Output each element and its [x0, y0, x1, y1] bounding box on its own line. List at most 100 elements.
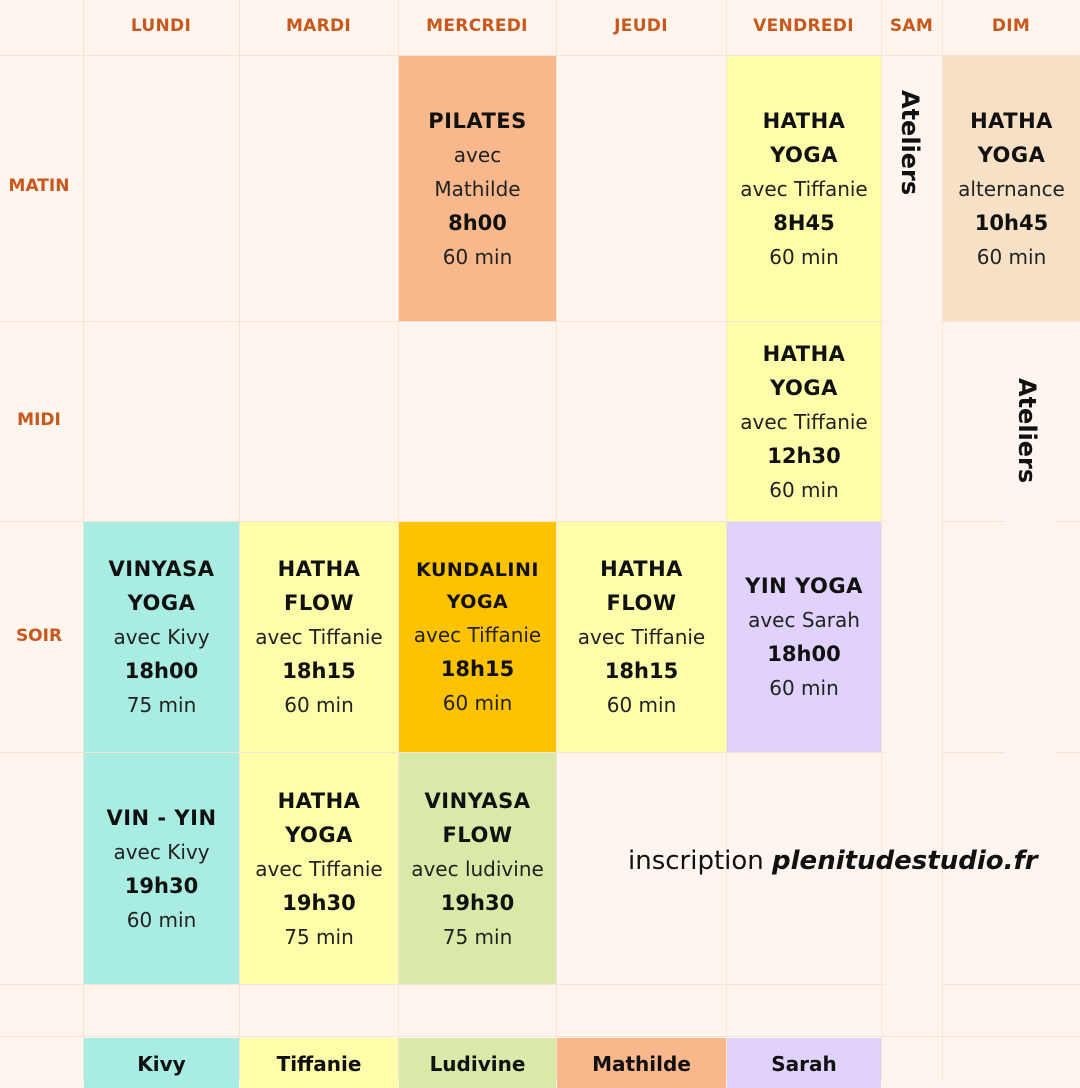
class-card-hatha-yoga-vendredi-midi[interactable]: HATHA YOGA avec Tiffanie 12h30 60 min [727, 322, 881, 521]
inscription-link[interactable]: plenitudestudio.fr [772, 846, 1038, 876]
grid-line [881, 0, 882, 1080]
ateliers-column-sam [886, 56, 941, 986]
class-title: FLOW [606, 591, 677, 615]
class-duration: 60 min [606, 693, 677, 717]
grid-line [0, 321, 1080, 322]
period-label-soir: SOIR [15, 626, 63, 646]
class-teacher: avec Tiffanie [255, 856, 383, 881]
class-card-kundalini-yoga-mercredi[interactable]: KUNDALINI YOGA avec Tiffanie 18h15 60 mi… [399, 522, 556, 752]
grid-line [0, 521, 1080, 522]
grid-line [83, 0, 84, 1080]
class-title: VIN - YIN [106, 805, 217, 830]
class-card-hatha-yoga-vendredi-matin[interactable]: HATHA YOGA avec Tiffanie 8H45 60 min [727, 56, 881, 321]
period-label-matin: MATIN [8, 176, 70, 196]
legend-teacher-kivy: Kivy [84, 1038, 239, 1088]
ateliers-label-samedi: Ateliers [896, 90, 924, 196]
grid-line [726, 0, 727, 1080]
class-duration: 75 min [442, 924, 513, 949]
class-duration: 60 min [442, 244, 513, 269]
class-duration: 60 min [769, 477, 839, 502]
day-header-mercredi: MERCREDI [426, 16, 528, 36]
class-duration: 75 min [284, 924, 354, 949]
class-time: 8h00 [448, 210, 507, 235]
day-header-mardi: MARDI [285, 16, 352, 36]
class-time: 8H45 [773, 210, 835, 235]
class-teacher: avec Sarah [748, 608, 860, 632]
day-header-dim: DIM [991, 16, 1031, 36]
class-time: 19h30 [282, 890, 356, 915]
grid-line [0, 752, 1080, 753]
class-time: 19h30 [440, 890, 515, 915]
class-teacher: avec [453, 142, 502, 167]
class-title: VINYASA [108, 557, 215, 581]
grid-line [398, 0, 399, 1080]
class-title: KUNDALINI [416, 559, 539, 581]
day-header-sam: SAM [889, 16, 934, 36]
class-teacher: avec Tiffanie [740, 409, 868, 434]
class-card-hatha-flow-mardi[interactable]: HATHA FLOW avec Tiffanie 18h15 60 min [240, 522, 398, 752]
class-title: HATHA [277, 788, 361, 813]
class-teacher: avec Tiffanie [255, 625, 383, 649]
class-card-yin-yoga-vendredi[interactable]: YIN YOGA avec Sarah 18h00 60 min [727, 522, 881, 752]
class-title: YIN YOGA [745, 574, 863, 598]
legend-teacher-ludivine: Ludivine [399, 1038, 556, 1088]
class-teacher: avec Tiffanie [740, 176, 868, 201]
class-card-vinyasa-flow-mercredi[interactable]: VINYASA FLOW avec ludivine 19h30 75 min [399, 753, 556, 984]
class-duration: 60 min [442, 691, 513, 715]
class-card-hatha-yoga-mardi[interactable]: HATHA YOGA avec Tiffanie 19h30 75 min [240, 753, 398, 984]
class-time: 18h00 [767, 642, 841, 666]
ateliers-label-dimanche: Ateliers [1013, 378, 1041, 484]
class-title: FLOW [442, 822, 513, 847]
class-title: YOGA [285, 822, 353, 847]
class-title: YOGA [446, 591, 509, 613]
class-title: HATHA [277, 557, 361, 581]
grid-line [942, 0, 943, 1080]
class-duration: 60 min [126, 907, 197, 932]
class-title: HATHA [970, 108, 1053, 133]
class-teacher: avec ludivine [411, 856, 544, 881]
class-title: PILATES [428, 108, 527, 133]
day-header-vendredi: VENDREDI [753, 16, 854, 36]
grid-line [0, 55, 1080, 56]
class-time: 19h30 [124, 873, 199, 898]
class-title: YOGA [770, 375, 838, 400]
class-duration: 60 min [769, 676, 839, 700]
class-card-hatha-flow-jeudi[interactable]: HATHA FLOW avec Tiffanie 18h15 60 min [557, 522, 726, 752]
class-teacher: avec Tiffanie [577, 625, 706, 649]
class-teacher: avec Tiffanie [413, 623, 542, 647]
class-card-vinyasa-yoga-lundi[interactable]: VINYASA YOGA avec Kivy 18h00 75 min [84, 522, 239, 752]
class-time: 18h15 [440, 657, 515, 681]
class-time: 18h15 [604, 659, 679, 683]
class-time: 12h30 [767, 443, 841, 468]
grid-line [0, 984, 1080, 985]
class-title: FLOW [284, 591, 354, 615]
ateliers-column-dim [1005, 322, 1055, 842]
class-card-vin-yin-lundi[interactable]: VIN - YIN avec Kivy 19h30 60 min [84, 753, 239, 984]
class-teacher: alternance [958, 176, 1065, 201]
inscription-label: inscription [628, 846, 764, 876]
class-title: YOGA [127, 591, 196, 615]
class-card-hatha-yoga-dimanche[interactable]: HATHA YOGA alternance 10h45 60 min [943, 56, 1080, 321]
class-title: YOGA [977, 142, 1046, 167]
class-card-pilates-mercredi[interactable]: PILATES avec Mathilde 8h00 60 min [399, 56, 556, 321]
grid-line [239, 0, 240, 1080]
class-title: HATHA [762, 341, 846, 366]
class-title: YOGA [770, 142, 838, 167]
class-title: HATHA [600, 557, 683, 581]
legend-teacher-tiffanie: Tiffanie [240, 1038, 398, 1088]
day-header-lundi: LUNDI [130, 16, 192, 36]
period-label-midi: MIDI [17, 410, 61, 430]
class-duration: 60 min [769, 244, 839, 269]
class-teacher-name: Mathilde [434, 176, 521, 201]
class-time: 18h00 [124, 659, 199, 683]
day-header-jeudi: JEUDI [614, 16, 668, 36]
legend-teacher-mathilde: Mathilde [557, 1038, 726, 1088]
class-teacher: avec Kivy [113, 839, 210, 864]
legend-teacher-sarah: Sarah [727, 1038, 881, 1088]
grid-line [556, 0, 557, 1080]
class-title: VINYASA [424, 788, 531, 813]
class-time: 18h15 [282, 659, 356, 683]
class-duration: 60 min [284, 693, 354, 717]
class-teacher: avec Kivy [113, 625, 210, 649]
class-duration: 75 min [126, 693, 197, 717]
